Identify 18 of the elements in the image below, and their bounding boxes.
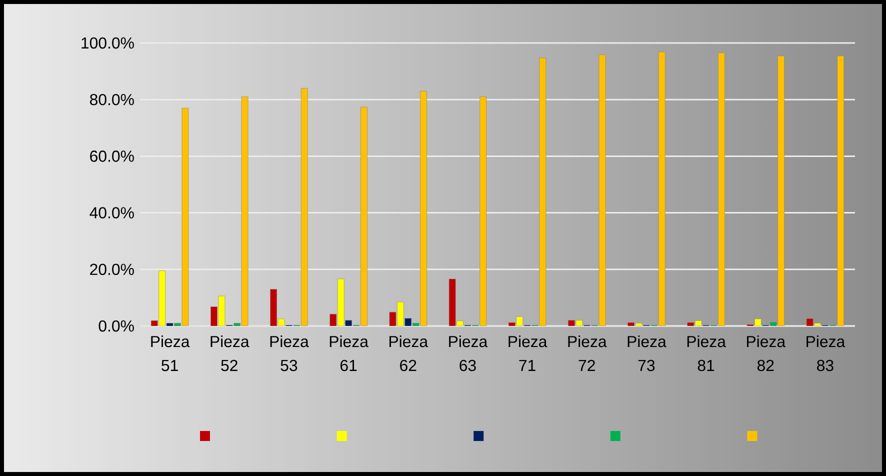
x-tick-label: Pieza 73 — [628, 336, 666, 372]
x-tick-label: Pieza 52 — [210, 336, 250, 372]
y-tick-label: 80.0% — [90, 94, 134, 106]
x-tick-label: Pieza 62 — [390, 336, 428, 372]
y-tick-label: 60.0% — [90, 150, 134, 162]
y-tick-label: 40.0% — [90, 207, 134, 218]
x-tick-label: Pieza 53 — [270, 336, 309, 372]
x-tick-label: Pieza 81 — [687, 336, 726, 372]
y-tick-label: 20.0% — [90, 264, 134, 276]
x-tick-label: Pieza 71 — [508, 336, 548, 371]
x-tick-label: Pieza 63 — [449, 336, 488, 372]
x-tick-label: Pieza 82 — [747, 336, 786, 372]
y-tick-label: 0.0% — [98, 320, 134, 332]
x-tick-label: Pieza 61 — [330, 336, 368, 372]
x-tick-label: Pieza 72 — [568, 336, 607, 371]
y-tick-label: 100.0% — [82, 37, 134, 49]
x-tick-label: Pieza 51 — [151, 336, 190, 372]
x-tick-label: Pieza 83 — [806, 336, 846, 372]
